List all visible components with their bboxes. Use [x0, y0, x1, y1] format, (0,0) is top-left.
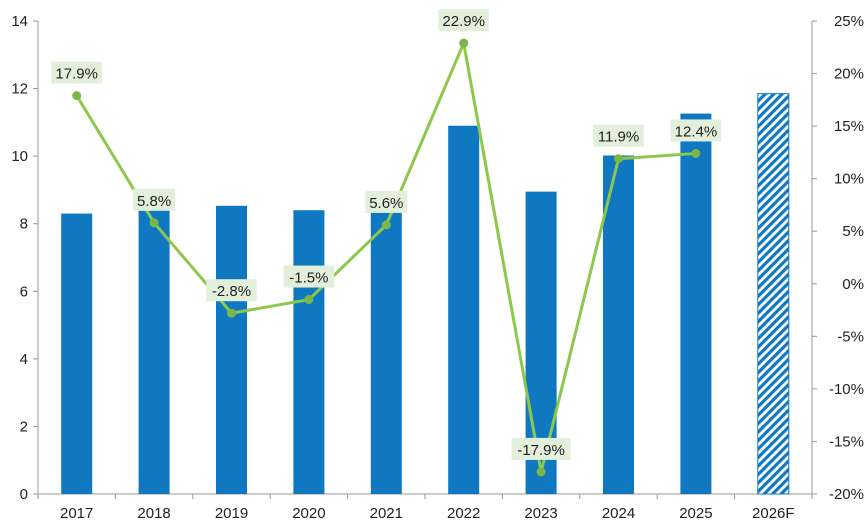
- growth-point: [72, 91, 82, 101]
- growth-label: 12.4%: [675, 123, 718, 140]
- growth-point: [459, 38, 469, 48]
- bar: [293, 210, 325, 494]
- x-tick-label: 2025: [679, 505, 712, 522]
- y2-tick-label: -10%: [829, 381, 864, 398]
- bar: [603, 155, 634, 494]
- growth-point: [536, 467, 546, 477]
- bar: [61, 213, 93, 495]
- bar: [680, 113, 712, 494]
- growth-label-bg: [593, 124, 644, 147]
- forecast-bar: [757, 93, 790, 495]
- growth-label-bg: [511, 437, 571, 460]
- x-tick-label: 2019: [215, 505, 248, 522]
- growth-label: 22.9%: [442, 13, 485, 30]
- x-tick-label: 2020: [292, 505, 325, 522]
- y2-tick-label: -20%: [829, 486, 864, 503]
- growth-point: [691, 148, 701, 158]
- bar: [216, 205, 247, 494]
- growth-point: [304, 295, 314, 305]
- y2-tick-label: 20%: [834, 66, 864, 83]
- y2-tick-label: 25%: [834, 13, 864, 30]
- bar: [448, 125, 480, 494]
- growth-label: -1.5%: [289, 270, 328, 287]
- y-tick-label: 12: [11, 81, 28, 98]
- x-tick-label: 2024: [602, 505, 635, 522]
- x-tick-label: 2026F: [752, 505, 795, 522]
- growth-label-bg: [206, 279, 257, 302]
- y2-tick-label: -15%: [829, 433, 864, 450]
- y-tick-label: 4: [20, 351, 28, 368]
- x-tick-label: 2018: [137, 505, 170, 522]
- growth-label-bg: [51, 61, 102, 84]
- growth-label-bg: [283, 265, 335, 288]
- growth-label: 5.6%: [369, 195, 403, 212]
- growth-point: [614, 154, 623, 164]
- growth-label: 11.9%: [598, 129, 639, 146]
- growth-point: [149, 218, 159, 228]
- growth-label: 17.9%: [55, 66, 98, 83]
- bar: [138, 197, 170, 494]
- growth-label-bg: [670, 119, 722, 142]
- x-tick-label: 2023: [524, 505, 557, 522]
- x-tick-label: 2022: [447, 505, 480, 522]
- y2-tick-label: -5%: [837, 328, 864, 345]
- growth-label: -2.8%: [212, 283, 251, 300]
- growth-point: [381, 220, 391, 230]
- y-tick-label: 2: [20, 418, 28, 435]
- y2-tick-label: 0%: [842, 276, 864, 293]
- x-tick-label: 2021: [370, 505, 403, 522]
- growth-label-bg: [133, 188, 176, 211]
- growth-label-bg: [365, 190, 408, 213]
- growth-label: 5.8%: [137, 193, 171, 210]
- y-tick-label: 6: [20, 283, 28, 300]
- y-tick-label: 10: [11, 148, 28, 165]
- growth-label-bg: [438, 9, 489, 32]
- y-tick-label: 14: [11, 13, 28, 30]
- y2-tick-label: 15%: [834, 118, 864, 135]
- growth-point: [227, 308, 236, 318]
- y2-tick-label: 10%: [834, 171, 864, 188]
- bar: [370, 194, 402, 494]
- y-tick-label: 0: [20, 486, 28, 503]
- y2-tick-label: 5%: [842, 223, 864, 240]
- x-tick-label: 2017: [60, 505, 93, 522]
- growth-label: -17.9%: [517, 442, 565, 459]
- y-tick-label: 8: [20, 216, 28, 233]
